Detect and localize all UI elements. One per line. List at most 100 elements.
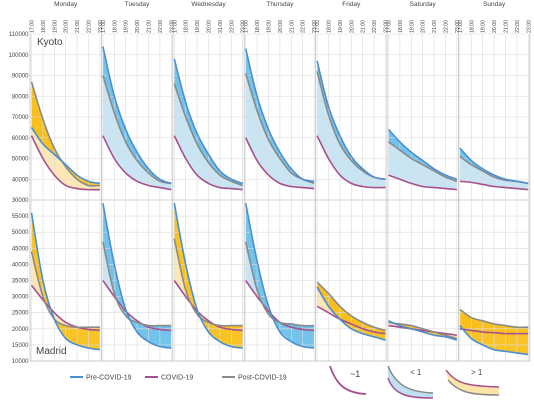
y-tick-label: 50000: [12, 157, 29, 163]
y-tick-label: 25000: [12, 311, 29, 317]
hour-tick-label: 19:00: [481, 20, 487, 33]
hour-tick-label: 18:00: [398, 20, 404, 33]
pictogram-label-approx: ~1: [350, 369, 360, 379]
pictogram-label-greater: > 1: [471, 368, 483, 377]
y-tick-label: 60000: [12, 136, 29, 142]
hour-tick-label: 22:00: [229, 20, 235, 33]
series-line-post: [173, 83, 243, 187]
series-line-pre: [387, 128, 458, 181]
series-line-post: [30, 251, 100, 329]
y-tick-label: 55000: [12, 214, 29, 220]
hour-tick-label: 19:00: [409, 20, 415, 33]
y-tick-label: 35000: [12, 279, 29, 285]
series-line-pre: [102, 46, 172, 185]
hour-tick-label: 19:00: [338, 20, 344, 33]
hour-tick-label: 20:00: [421, 20, 427, 33]
series-line-covid: [316, 305, 386, 335]
hour-tick-label: 23:00: [384, 20, 390, 33]
pictogram-blue-bottom: [387, 377, 434, 399]
city-label-kyoto: Kyoto: [37, 37, 63, 48]
hour-tick-label: 19:00: [52, 20, 58, 33]
hour-tick-label: 22:00: [87, 20, 93, 33]
y-tick-label: 50000: [12, 230, 29, 236]
pictogram-orange-bottom: [447, 379, 500, 396]
hour-tick-label: 23:00: [455, 20, 461, 33]
series-line-post: [102, 241, 172, 327]
series-line-covid: [173, 280, 243, 332]
lines-layer: [30, 46, 529, 356]
y-tick-label: 40000: [12, 262, 29, 268]
hour-tick-label: 18:00: [41, 20, 47, 33]
hour-tick-label: 23:00: [241, 20, 247, 33]
y-tick-label: 30000: [12, 198, 29, 204]
hour-tick-label: 20:00: [207, 20, 213, 33]
hour-tick-label: 17:00: [315, 20, 321, 33]
hour-tick-label: 18:00: [184, 20, 190, 33]
series-line-post: [388, 321, 458, 340]
day-label-tuesday: Tuesday: [125, 1, 150, 8]
y-tick-label: 10000: [12, 359, 29, 365]
series-line-covid: [30, 284, 100, 332]
series-line-post: [388, 141, 458, 183]
day-label-friday: Friday: [342, 1, 361, 8]
series-line-post: [316, 281, 386, 332]
hour-tick-label: 21:00: [75, 20, 81, 33]
hour-tick-label: 17:00: [458, 20, 464, 33]
series-line-post: [173, 238, 243, 327]
pictogram-covid-curve: [329, 365, 367, 395]
series-line-pre: [30, 126, 101, 185]
hour-tick-label: 22:00: [301, 20, 307, 33]
hour-tick-label: 22:00: [158, 20, 164, 33]
hour-tick-label: 22:00: [515, 20, 521, 33]
band-post-covid: [245, 73, 315, 189]
series-line-post: [459, 308, 529, 329]
band-post-covid: [102, 75, 172, 190]
hour-tick-label: 20:00: [64, 20, 70, 33]
hour-tick-label: 21:00: [218, 20, 224, 33]
legend: Pre-COVID-19 COVID-19 Post-COVID-19 ~1 < 1 > …: [70, 365, 500, 399]
band-pre-post: [31, 212, 100, 350]
hour-tick-label: 18:00: [327, 20, 333, 33]
hour-tick-label: 21:00: [432, 20, 438, 33]
day-label-sunday: Sunday: [483, 1, 506, 8]
y-tick-label: 45000: [12, 246, 29, 252]
pictogram-blue-top: [387, 365, 434, 394]
series-line-pre: [30, 212, 101, 351]
pictogram-blue-band: [388, 366, 433, 398]
hour-tick-label: 17:00: [101, 20, 107, 33]
hour-tick-label: 20:00: [135, 20, 141, 33]
y-tick-label: 40000: [12, 177, 29, 183]
city-label-madrid: Madrid: [36, 346, 67, 357]
hour-tick-label: 22:00: [444, 20, 450, 33]
series-line-covid: [244, 137, 315, 190]
series-line-post: [244, 241, 315, 327]
hour-tick-label: 18:00: [112, 20, 118, 33]
series-line-covid: [173, 135, 243, 191]
series-line-post: [30, 81, 100, 187]
series-line-pre: [316, 60, 386, 181]
y-tick-label: 90000: [12, 74, 29, 80]
hour-tick-label: 17:00: [30, 20, 36, 33]
hour-tick-label: 23:00: [169, 20, 175, 33]
series-line-covid: [388, 324, 458, 337]
series-line-pre: [173, 203, 243, 349]
series-line-pre: [316, 286, 386, 341]
series-line-pre: [244, 48, 315, 183]
hour-tick-label: 22:00: [372, 20, 378, 33]
hour-tick-label: 17:00: [172, 20, 178, 33]
y-tick-label: 20000: [12, 327, 29, 333]
pictogram-label-less: < 1: [410, 368, 422, 377]
day-label-monday: Monday: [54, 1, 78, 8]
hour-tick-label: 19:00: [267, 20, 273, 33]
series-line-post: [102, 75, 172, 185]
day-label-wednesday: Wednesday: [191, 1, 226, 8]
hour-tick-label: 21:00: [361, 20, 367, 33]
day-label-thursday: Thursday: [266, 1, 294, 8]
series-line-pre: [459, 147, 529, 185]
y-tick-label: 100000: [8, 53, 29, 59]
hour-tick-label: 19:00: [195, 20, 201, 33]
hour-tick-label: 19:00: [124, 20, 130, 33]
hour-tick-label: 23:00: [312, 20, 318, 33]
y-tick-label: 30000: [12, 295, 29, 301]
